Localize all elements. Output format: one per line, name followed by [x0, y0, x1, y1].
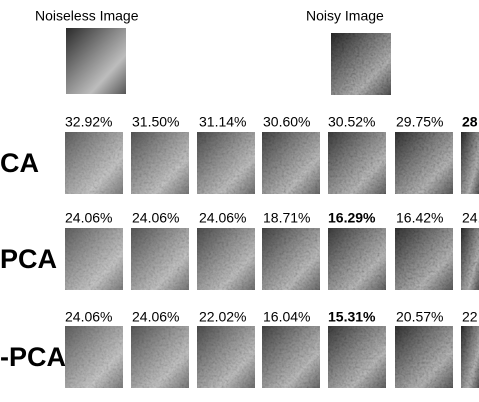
- reconstructed-image: [197, 132, 255, 194]
- error-value: 29.75%: [396, 114, 443, 130]
- error-value: 16.42%: [396, 210, 443, 226]
- reconstructed-image: [461, 228, 479, 290]
- reconstructed-image: [197, 326, 255, 388]
- error-value: 24.06%: [199, 210, 246, 226]
- reconstructed-image: [395, 326, 453, 388]
- error-value: 24.: [462, 210, 479, 226]
- reconstructed-image: [131, 132, 189, 194]
- reconstructed-image: [461, 132, 479, 194]
- error-value: 30.60%: [263, 114, 310, 130]
- error-value: 18.71%: [263, 210, 310, 226]
- reconstructed-image: [328, 132, 386, 194]
- error-value: 22.02%: [199, 309, 246, 325]
- error-value: 20.57%: [396, 309, 443, 325]
- error-value: 31.50%: [132, 114, 179, 130]
- error-value: 24.06%: [65, 309, 112, 325]
- error-value: 22: [462, 309, 478, 325]
- error-value: 31.14%: [199, 114, 246, 130]
- reconstructed-image: [461, 326, 479, 388]
- row-label: PCA: [0, 244, 57, 274]
- row-label: -PCA: [0, 342, 66, 372]
- row-label: CA: [0, 148, 39, 178]
- reconstructed-image: [65, 228, 123, 290]
- error-value: 15.31%: [328, 309, 376, 325]
- error-value: 16.29%: [328, 210, 376, 226]
- reconstructed-image: [262, 132, 320, 194]
- noiseless-image: [66, 28, 126, 94]
- reconstructed-image: [65, 326, 123, 388]
- reconstructed-image: [131, 228, 189, 290]
- error-value: 16.04%: [263, 309, 310, 325]
- reconstructed-image: [262, 228, 320, 290]
- noisy-image: [331, 33, 391, 95]
- error-value: 24.06%: [65, 210, 112, 226]
- noiseless-label: Noiseless Image: [35, 8, 139, 24]
- reconstructed-image: [395, 228, 453, 290]
- reconstructed-image: [328, 326, 386, 388]
- reconstructed-image: [65, 132, 123, 194]
- error-value: 24.06%: [132, 210, 179, 226]
- reconstructed-image: [131, 326, 189, 388]
- reconstructed-image: [328, 228, 386, 290]
- error-value: 24.06%: [132, 309, 179, 325]
- reconstructed-image: [262, 326, 320, 388]
- reconstructed-image: [197, 228, 255, 290]
- noisy-label: Noisy Image: [306, 8, 384, 24]
- error-value: 30.52%: [328, 114, 375, 130]
- error-value: 28: [462, 114, 478, 130]
- error-value: 32.92%: [65, 114, 112, 130]
- reconstructed-image: [395, 132, 453, 194]
